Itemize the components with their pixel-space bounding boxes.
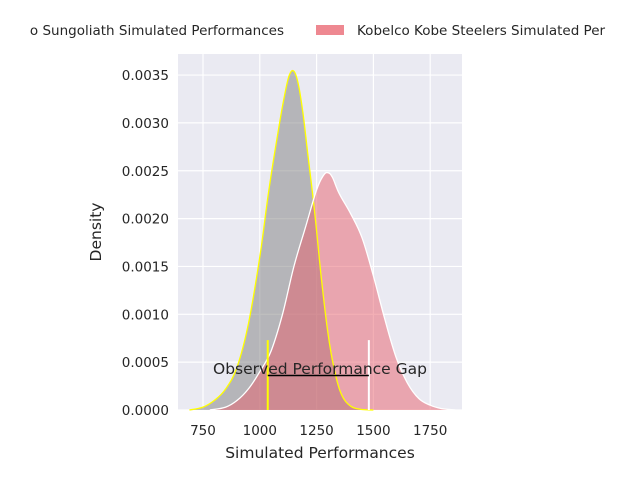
x-axis-title: Simulated Performances bbox=[225, 444, 415, 462]
legend-swatch-kobe bbox=[316, 25, 344, 35]
gap-annotation: Observed Performance Gap bbox=[213, 340, 427, 410]
density-fill-0 bbox=[189, 70, 374, 410]
x-tick-label: 1250 bbox=[299, 423, 333, 439]
density-areas bbox=[189, 69, 456, 411]
annotation-label: Observed Performance Gap bbox=[213, 360, 427, 378]
legend-label-kobe: Kobelco Kobe Steelers Simulated Per bbox=[357, 23, 606, 39]
y-tick-label: 0.0025 bbox=[122, 164, 169, 180]
y-tick-label: 0.0030 bbox=[122, 116, 169, 132]
x-tick-label: 1500 bbox=[356, 423, 390, 439]
y-tick-label: 0.0020 bbox=[122, 212, 169, 228]
y-tick-label: 0.0000 bbox=[122, 403, 169, 419]
density-curve-1 bbox=[209, 171, 456, 411]
x-tick-label: 1750 bbox=[413, 423, 447, 439]
y-axis-title: Density bbox=[87, 203, 105, 262]
density-curve-0 bbox=[189, 69, 374, 411]
y-tick-label: 0.0015 bbox=[122, 259, 169, 275]
x-tick-label: 1000 bbox=[243, 423, 277, 439]
y-tick-label: 0.0010 bbox=[122, 307, 169, 323]
y-tick-label: 0.0005 bbox=[122, 355, 169, 371]
tick-labels: 750 1000 1250 1500 1750 0.0000 0.0005 0.0010 0.0… bbox=[122, 68, 448, 439]
density-fill-1 bbox=[209, 172, 456, 410]
legend-label-sungoliath: o Sungoliath Simulated Performances bbox=[30, 23, 284, 39]
y-tick-label: 0.0035 bbox=[122, 68, 169, 84]
x-tick-label: 750 bbox=[190, 423, 216, 439]
legend: o Sungoliath Simulated Performances Kobe… bbox=[30, 23, 606, 39]
